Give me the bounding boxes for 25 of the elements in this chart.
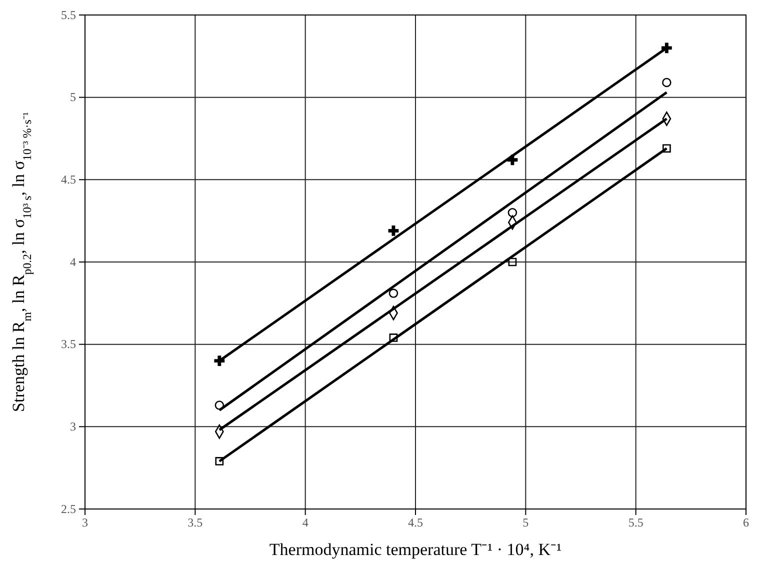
point — [214, 400, 224, 410]
point — [389, 334, 398, 342]
y-tick-label: 5.5 — [61, 8, 76, 22]
x-tick-label: 4 — [302, 516, 308, 530]
y-tick-label: 2.5 — [61, 502, 76, 516]
y-tick-label: 3.5 — [61, 337, 76, 352]
point — [661, 42, 672, 54]
x-tick-label: 3.5 — [188, 516, 203, 530]
x-tick-label: 5 — [522, 516, 529, 530]
point — [662, 78, 672, 88]
point — [508, 258, 517, 266]
point — [508, 208, 518, 218]
y-tick-label: 5 — [70, 90, 76, 104]
x-axis-title: Thermodynamic temperature T⁻¹ · 10⁴, K⁻¹ — [269, 540, 562, 559]
x-tick-label: 4.5 — [408, 516, 423, 530]
y-tick-label: 4.5 — [61, 172, 76, 187]
y-tick-label: 3 — [70, 420, 76, 434]
point — [388, 226, 399, 236]
x-tick-label: 6 — [743, 516, 749, 530]
point — [388, 288, 398, 298]
y-tick-label: 4 — [70, 254, 76, 269]
point — [215, 457, 224, 466]
x-tick-label: 3 — [82, 516, 88, 530]
x-tick-label: 5.5 — [628, 516, 644, 530]
point — [662, 144, 671, 153]
